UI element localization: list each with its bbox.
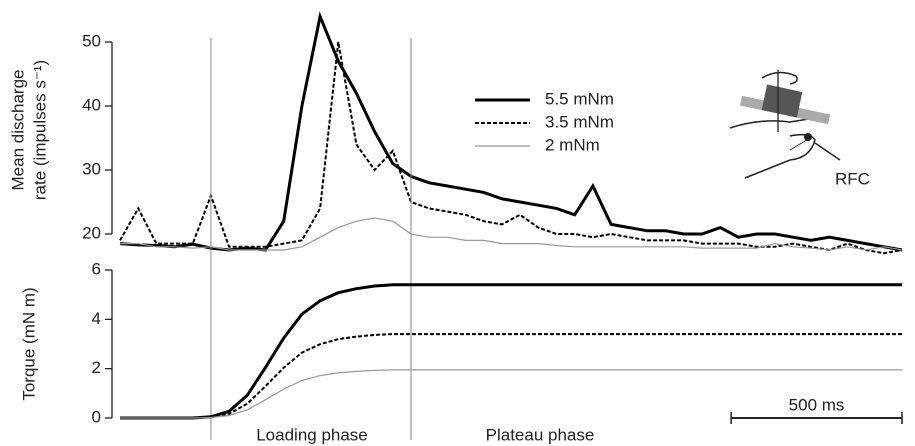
y-tick-label: 6	[92, 259, 101, 278]
y-axis-label: Torque (mN m)	[19, 287, 38, 400]
y-tick-label: 30	[82, 159, 101, 178]
legend-label: 3.5 mNm	[545, 112, 614, 131]
data-line	[120, 217, 903, 251]
y-axis-label: Mean discharge	[8, 70, 27, 191]
scale-bar-label: 500 ms	[789, 395, 845, 414]
annotation: RFC	[835, 169, 870, 188]
y-tick-label: 50	[82, 31, 101, 50]
legend-label: 5.5 mNm	[545, 89, 614, 108]
inset-diagram	[729, 70, 841, 179]
data-line	[120, 333, 903, 419]
data-line	[119, 41, 903, 255]
y-tick-label: 0	[92, 407, 101, 426]
y-axis-label: rate (impulses s⁻¹)	[30, 60, 49, 200]
data-line	[120, 283, 903, 420]
data-line	[120, 369, 903, 419]
y-tick-label: 4	[92, 309, 101, 328]
phase-label: Plateau phase	[486, 425, 595, 444]
y-tick-label: 20	[82, 223, 101, 242]
y-tick-label: 40	[82, 95, 101, 114]
data-line	[119, 11, 903, 252]
y-tick-label: 2	[92, 358, 101, 377]
legend-label: 2 mNm	[545, 135, 600, 154]
phase-label: Loading phase	[256, 425, 368, 444]
